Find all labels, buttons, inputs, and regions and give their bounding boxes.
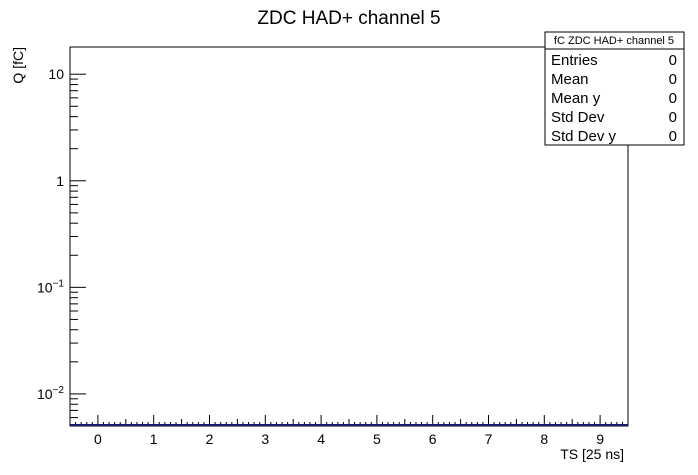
stats-value: 0	[669, 109, 677, 126]
stats-label: Mean	[551, 71, 589, 88]
chart-title: ZDC HAD+ channel 5	[257, 8, 440, 29]
x-tick-label: 3	[261, 431, 269, 447]
x-tick-label: 0	[94, 431, 102, 447]
stats-label: Mean y	[551, 90, 601, 107]
stats-label: Std Dev y	[551, 128, 617, 145]
data-point	[376, 424, 378, 426]
data-point	[487, 424, 490, 426]
series-layer	[70, 424, 628, 426]
y-tick-label: 10	[48, 66, 64, 82]
data-point	[97, 424, 99, 426]
x-tick-label: 8	[540, 431, 548, 447]
stats-box-title: fC ZDC HAD+ channel 5	[554, 35, 674, 47]
x-tick-label: 2	[206, 431, 214, 447]
data-point	[320, 424, 322, 426]
x-axis-ticks: 0 1 2 3 4 5 6 7 8 9	[69, 415, 629, 447]
data-point	[543, 424, 546, 426]
stats-value: 0	[669, 52, 677, 69]
data-point	[264, 424, 267, 426]
y-tick-label: 10−1	[37, 278, 64, 295]
x-tick-label: 6	[429, 431, 437, 447]
x-axis-title: TS [25 ns]	[560, 446, 624, 462]
stats-label: Entries	[551, 52, 598, 69]
plot-frame	[69, 46, 629, 427]
x-tick-label: 4	[317, 431, 325, 447]
y-axis-ticks: 10 1 10−1 10−2	[37, 66, 86, 427]
x-tick-label: 5	[373, 431, 381, 447]
y-tick-label: 10−2	[37, 385, 64, 402]
data-point	[599, 424, 601, 426]
stats-value: 0	[669, 71, 677, 88]
x-tick-label: 9	[596, 431, 604, 447]
data-point	[208, 424, 211, 426]
stats-value: 0	[669, 128, 677, 145]
data-point	[431, 424, 434, 426]
stats-rows: Entries 0 Mean 0 Mean y 0 Std Dev 0 Std Dev y 0	[551, 52, 677, 145]
x-tick-label: 1	[150, 431, 158, 447]
stats-box-frame	[544, 31, 685, 146]
y-tick-label: 1	[56, 173, 64, 189]
stats-box: fC ZDC HAD+ channel 5 Entries 0 Mean 0 Mean …	[544, 31, 685, 146]
stats-label: Std Dev	[551, 109, 605, 126]
x-tick-label: 7	[485, 431, 493, 447]
data-point	[152, 424, 155, 426]
y-axis-title: Q [fC]	[10, 47, 26, 84]
stats-value: 0	[669, 90, 677, 107]
